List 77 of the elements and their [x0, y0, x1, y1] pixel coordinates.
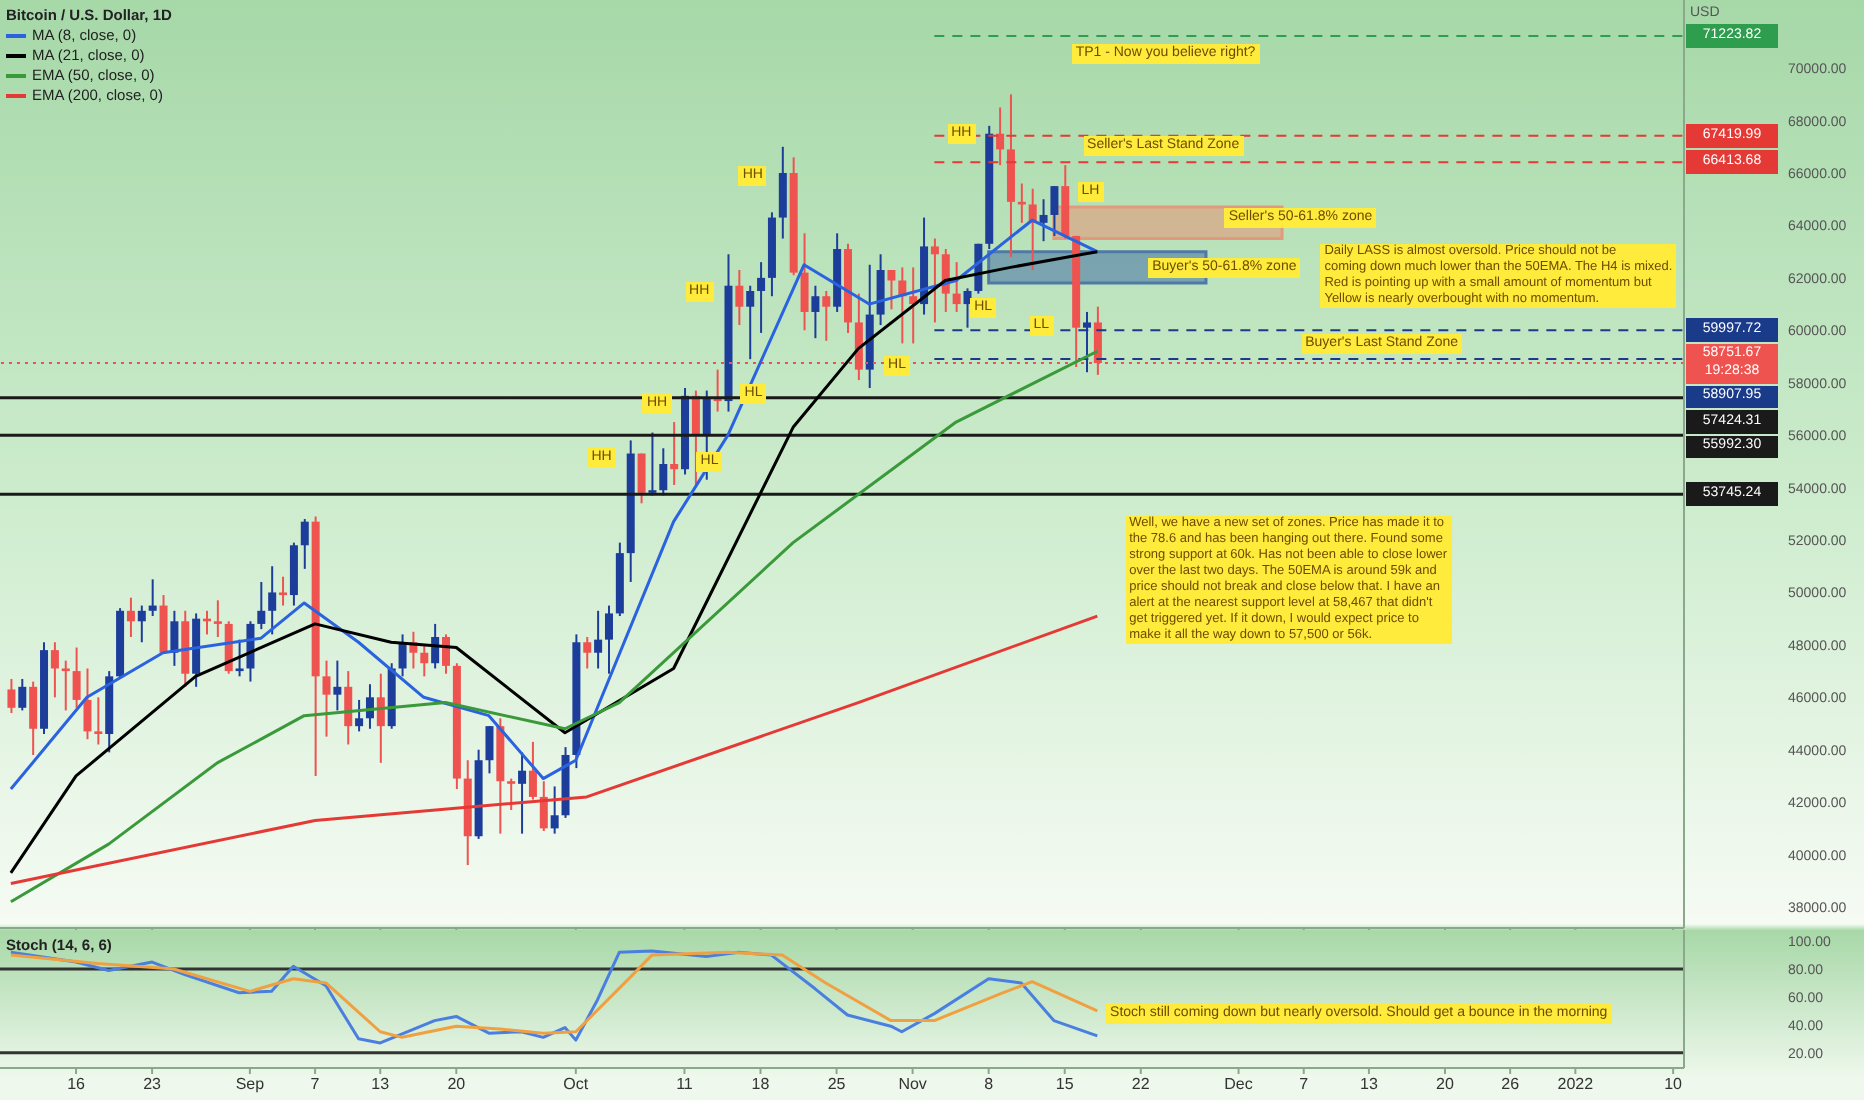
- candlestick: [442, 633, 451, 675]
- x-tick-label: Sep: [235, 1075, 266, 1094]
- x-tick-label: 7: [310, 1075, 321, 1094]
- candlestick: [50, 641, 59, 699]
- x-tick-label: 22: [1131, 1075, 1151, 1094]
- candlestick: [648, 431, 657, 497]
- x-tick-label: Dec: [1224, 1075, 1253, 1094]
- line-series: [9, 250, 1099, 875]
- candlestick: [887, 269, 896, 311]
- candlestick: [811, 284, 820, 340]
- candlestick: [594, 609, 603, 670]
- candlestick: [1083, 310, 1092, 374]
- x-tick-label: 20: [447, 1075, 467, 1094]
- candlestick: [29, 680, 38, 756]
- candlestick: [61, 659, 70, 712]
- candlestick: [996, 106, 1005, 167]
- x-tick-label: 7: [1299, 1075, 1310, 1094]
- candlestick: [604, 604, 613, 675]
- candlestick: [518, 751, 527, 835]
- candlestick: [778, 145, 787, 240]
- candlestick: [735, 269, 744, 327]
- x-tick-label: 8: [984, 1075, 995, 1094]
- x-tick-label: 16: [67, 1075, 87, 1094]
- candlestick: [376, 672, 385, 764]
- line-series: [9, 614, 1099, 885]
- candlestick: [1050, 185, 1059, 237]
- candlestick: [333, 659, 342, 712]
- x-tick-label: 10: [1664, 1075, 1684, 1094]
- candlestick: [659, 447, 668, 497]
- candlestick: [7, 677, 16, 715]
- candlestick: [344, 670, 353, 746]
- candlestick: [746, 284, 755, 361]
- candlestick: [83, 667, 92, 741]
- x-tick-label: 15: [1055, 1075, 1075, 1094]
- x-tick-label: 23: [143, 1075, 163, 1094]
- x-tick-label: 2022: [1557, 1075, 1595, 1094]
- candlestick: [930, 237, 939, 324]
- candlestick: [876, 253, 885, 327]
- candlestick: [952, 261, 961, 313]
- x-tick-label: 20: [1436, 1075, 1455, 1094]
- x-tick-label: 13: [1360, 1075, 1379, 1094]
- candlestick: [637, 452, 646, 505]
- candlestick: [485, 725, 494, 775]
- candlestick: [322, 659, 331, 738]
- candlestick: [300, 518, 309, 570]
- candlestick: [1039, 198, 1048, 243]
- candlestick: [528, 740, 537, 801]
- x-tick-label: 26: [1501, 1075, 1521, 1094]
- candlestick: [279, 575, 288, 607]
- candlestick: [268, 565, 277, 636]
- candlestick: [18, 677, 27, 712]
- candlestick: [72, 646, 81, 709]
- candlestick: [213, 599, 222, 639]
- x-tick-label: 13: [371, 1075, 391, 1094]
- candlestick: [148, 578, 157, 618]
- candlestick: [507, 777, 516, 812]
- candlestick: [126, 596, 135, 639]
- candlestick: [822, 289, 831, 342]
- candlestick: [137, 604, 146, 644]
- candlestick: [757, 261, 766, 334]
- x-tick-label: 25: [827, 1075, 847, 1094]
- candlestick: [94, 696, 103, 746]
- candlestick: [583, 636, 592, 670]
- candlestick: [235, 638, 244, 678]
- x-tick-label: 11: [676, 1075, 694, 1094]
- candlestick: [800, 232, 809, 332]
- candlestick: [550, 785, 559, 835]
- candlestick: [257, 580, 266, 631]
- x-tick-label: Oct: [563, 1075, 590, 1094]
- candlestick: [355, 698, 364, 733]
- candlestick: [159, 594, 168, 654]
- candlestick: [420, 643, 429, 678]
- candlestick: [170, 609, 179, 667]
- candlestick: [670, 421, 679, 486]
- candlestick: [909, 266, 918, 345]
- x-tick-label: Nov: [898, 1075, 927, 1094]
- x-tick-label: 18: [751, 1075, 771, 1094]
